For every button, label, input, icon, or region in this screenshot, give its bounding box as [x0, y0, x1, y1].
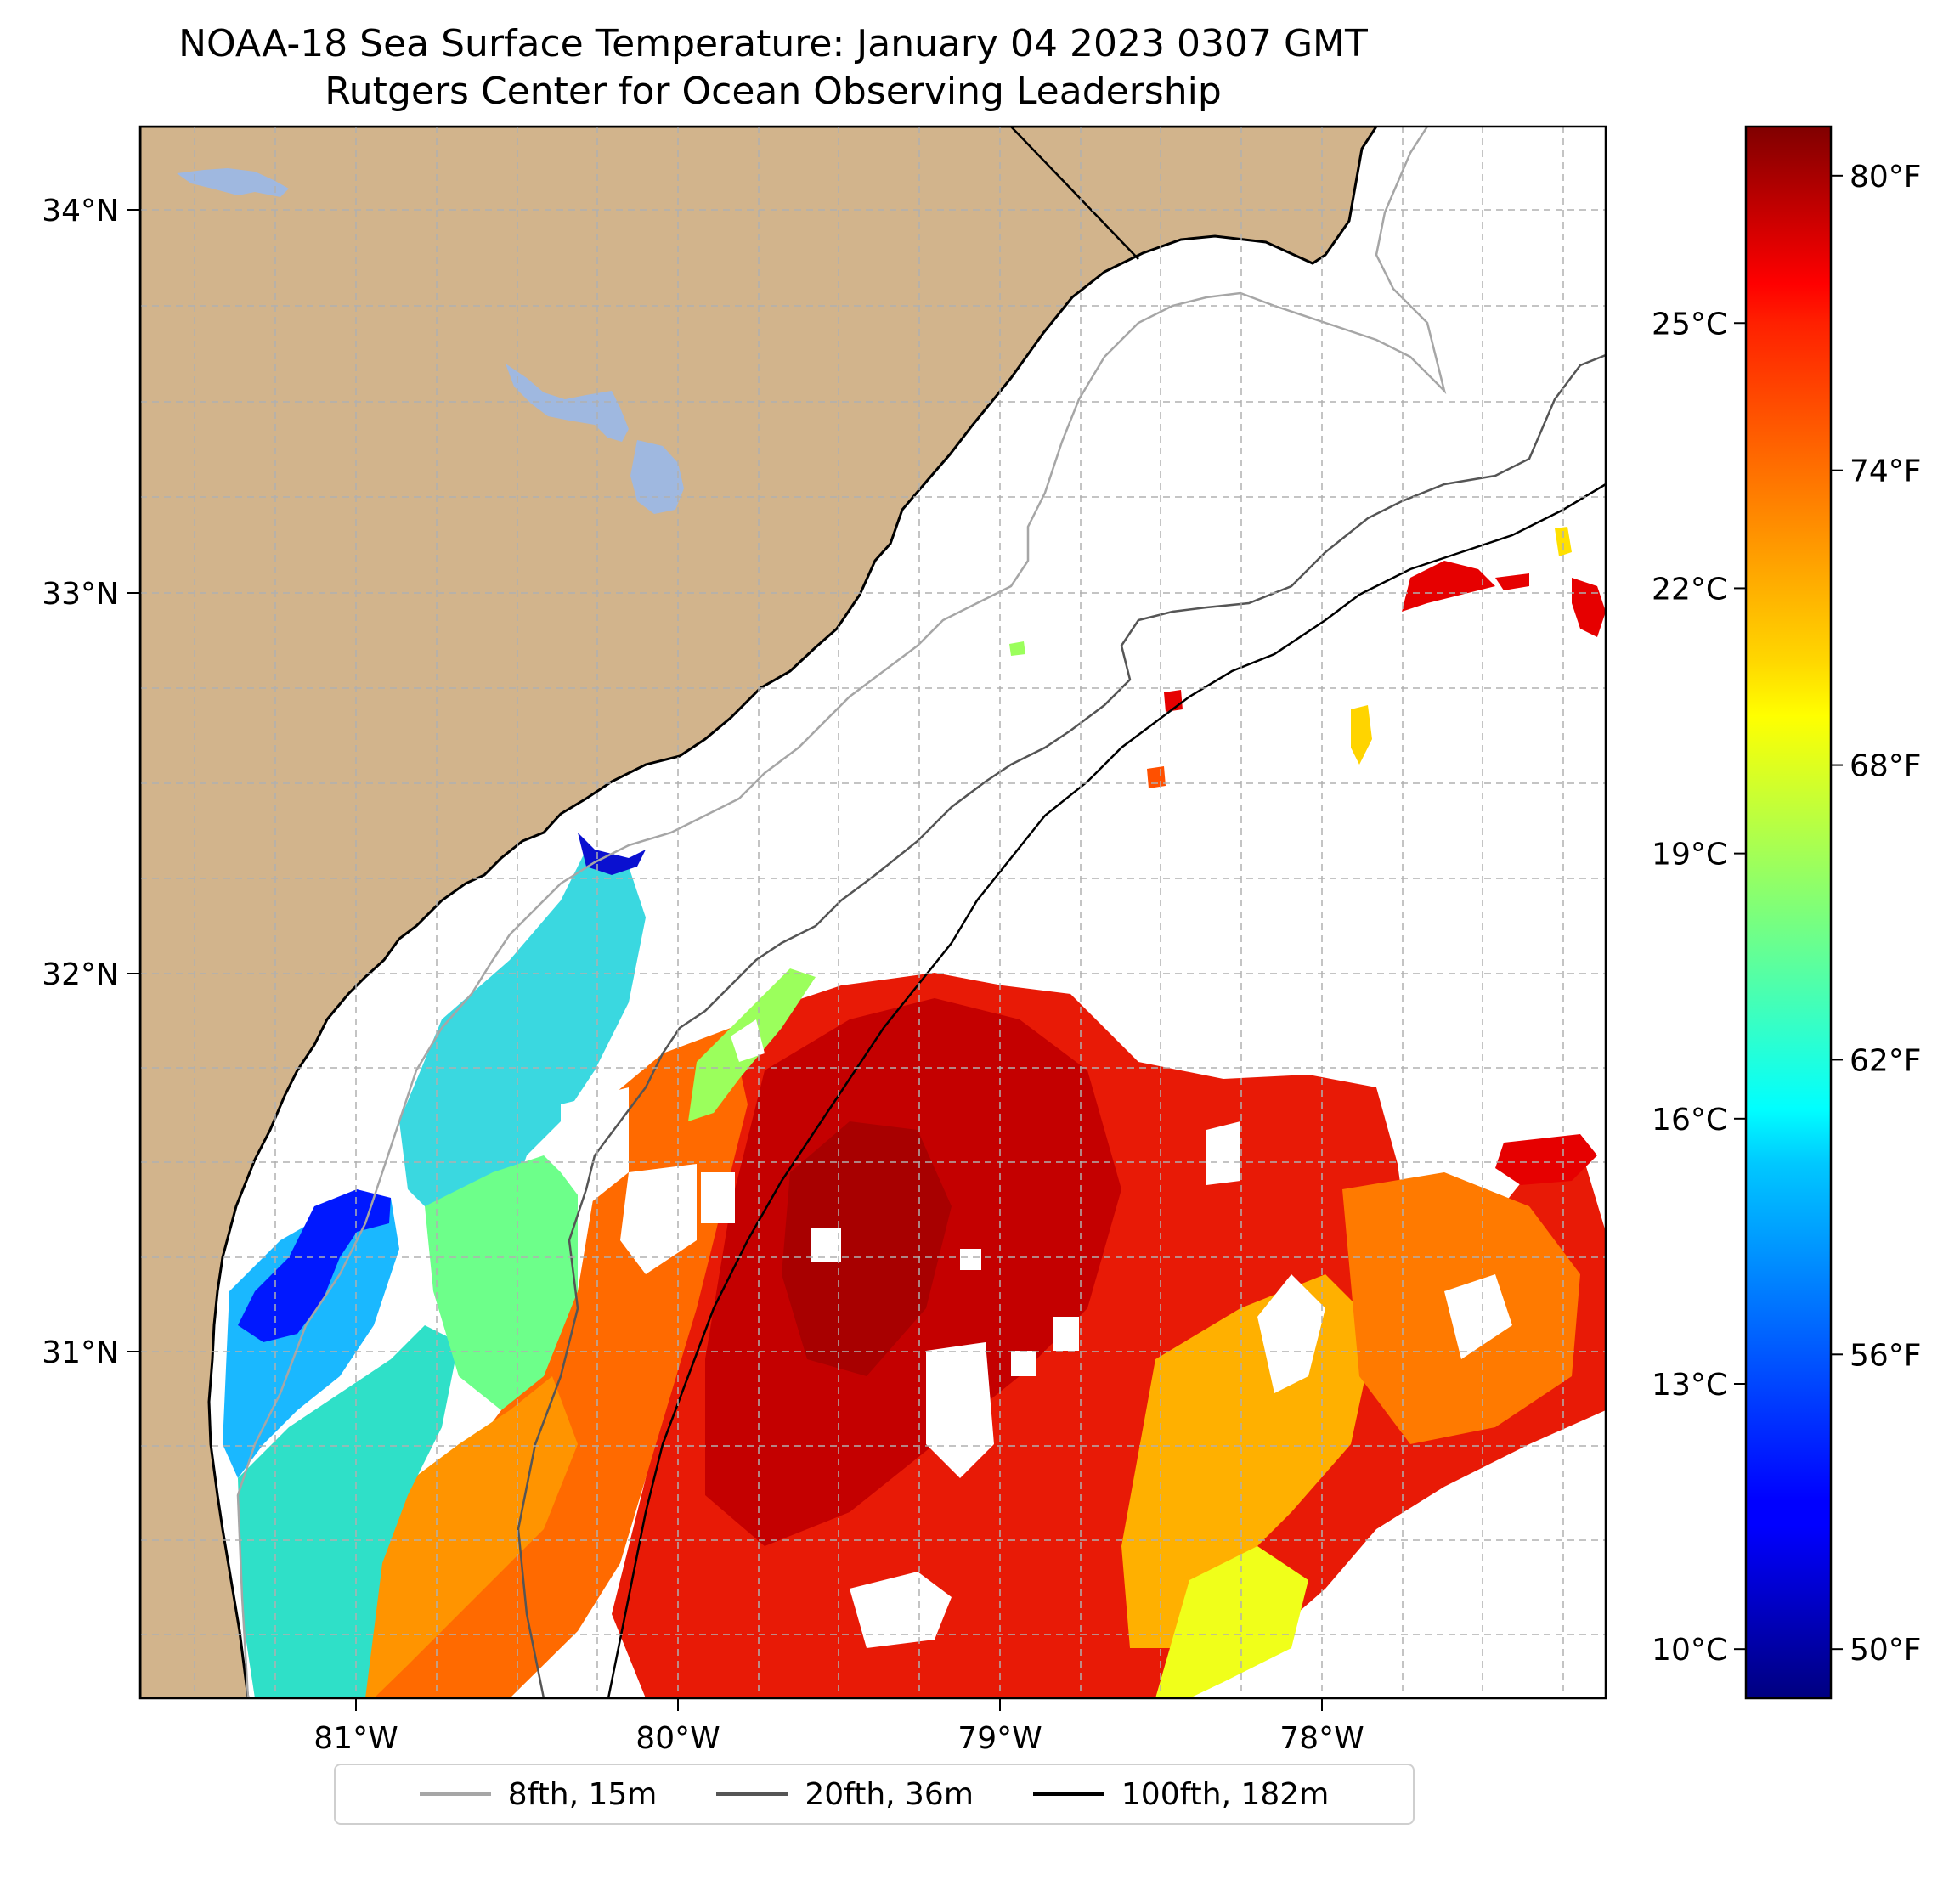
colorbar-label-c: 22°C: [1652, 572, 1727, 607]
colorbar-label-f: 50°F: [1850, 1633, 1922, 1668]
lon-label-81: 81°W: [313, 1721, 398, 1756]
lat-label-32: 32°N: [42, 957, 119, 992]
lake-2: [506, 364, 629, 442]
state-border: [1010, 127, 1139, 260]
lat-label-33: 33°N: [42, 577, 119, 612]
legend-item-8fth: 8fth, 15m: [419, 1776, 658, 1812]
legend-item-100fth: 100fth, 182m: [1032, 1776, 1330, 1812]
contour-20fth: [517, 353, 1606, 1698]
lon-label-78: 78°W: [1279, 1721, 1364, 1756]
lon-label-80: 80°W: [635, 1721, 720, 1756]
land-mass: [140, 127, 1378, 1698]
legend-line-8fth: [419, 1792, 491, 1796]
map-title: NOAA-18 Sea Surface Temperature: January…: [178, 22, 1368, 65]
lat-label-34: 34°N: [42, 194, 119, 229]
legend-item-20fth: 20fth, 36m: [716, 1777, 974, 1812]
colorbar-label-f: 62°F: [1850, 1043, 1922, 1078]
contour-100fth: [607, 483, 1606, 1698]
colorbar-label-c: 10°C: [1652, 1633, 1727, 1668]
lon-label-79: 79°W: [957, 1721, 1042, 1756]
lon-axis: 81°W 80°W 79°W 78°W: [313, 1698, 1364, 1756]
colorbar-label-f: 68°F: [1850, 749, 1922, 784]
lake-1: [177, 168, 289, 197]
colorbar-label-c: 16°C: [1652, 1103, 1727, 1138]
lake-3: [630, 440, 684, 514]
colorbar-label-c: 19°C: [1652, 838, 1727, 872]
colorbar: 25°C 22°C 19°C 16°C 13°C 10°C 80°F 74°F 68°F 62°…: [1652, 125, 1922, 1700]
lat-label-31: 31°N: [42, 1335, 119, 1370]
contour-8fth: [236, 127, 1447, 1698]
lat-axis: 34°N 33°N 32°N 31°N: [42, 194, 140, 1370]
contour-legend: 8fth, 15m 20fth, 36m 100fth, 182m: [334, 1764, 1415, 1825]
legend-line-20fth: [716, 1792, 788, 1796]
legend-line-100fth: [1032, 1792, 1104, 1796]
map-subtitle: Rutgers Center for Ocean Observing Leade…: [325, 70, 1222, 113]
colorbar-label-f: 80°F: [1850, 160, 1922, 195]
legend-label-8fth: 8fth, 15m: [507, 1776, 658, 1812]
legend-label-100fth: 100fth, 182m: [1121, 1776, 1330, 1812]
gridlines: [140, 127, 1606, 1698]
colorbar-gradient: [1744, 125, 1833, 1700]
map-area: [140, 127, 1606, 1698]
colorbar-label-f: 56°F: [1850, 1338, 1922, 1373]
colorbar-label-c: 13°C: [1652, 1368, 1727, 1403]
colorbar-label-f: 74°F: [1850, 454, 1922, 489]
map-frame: [138, 125, 1607, 1700]
colorbar-label-c: 25°C: [1652, 307, 1727, 342]
legend-label-20fth: 20fth, 36m: [805, 1776, 974, 1812]
